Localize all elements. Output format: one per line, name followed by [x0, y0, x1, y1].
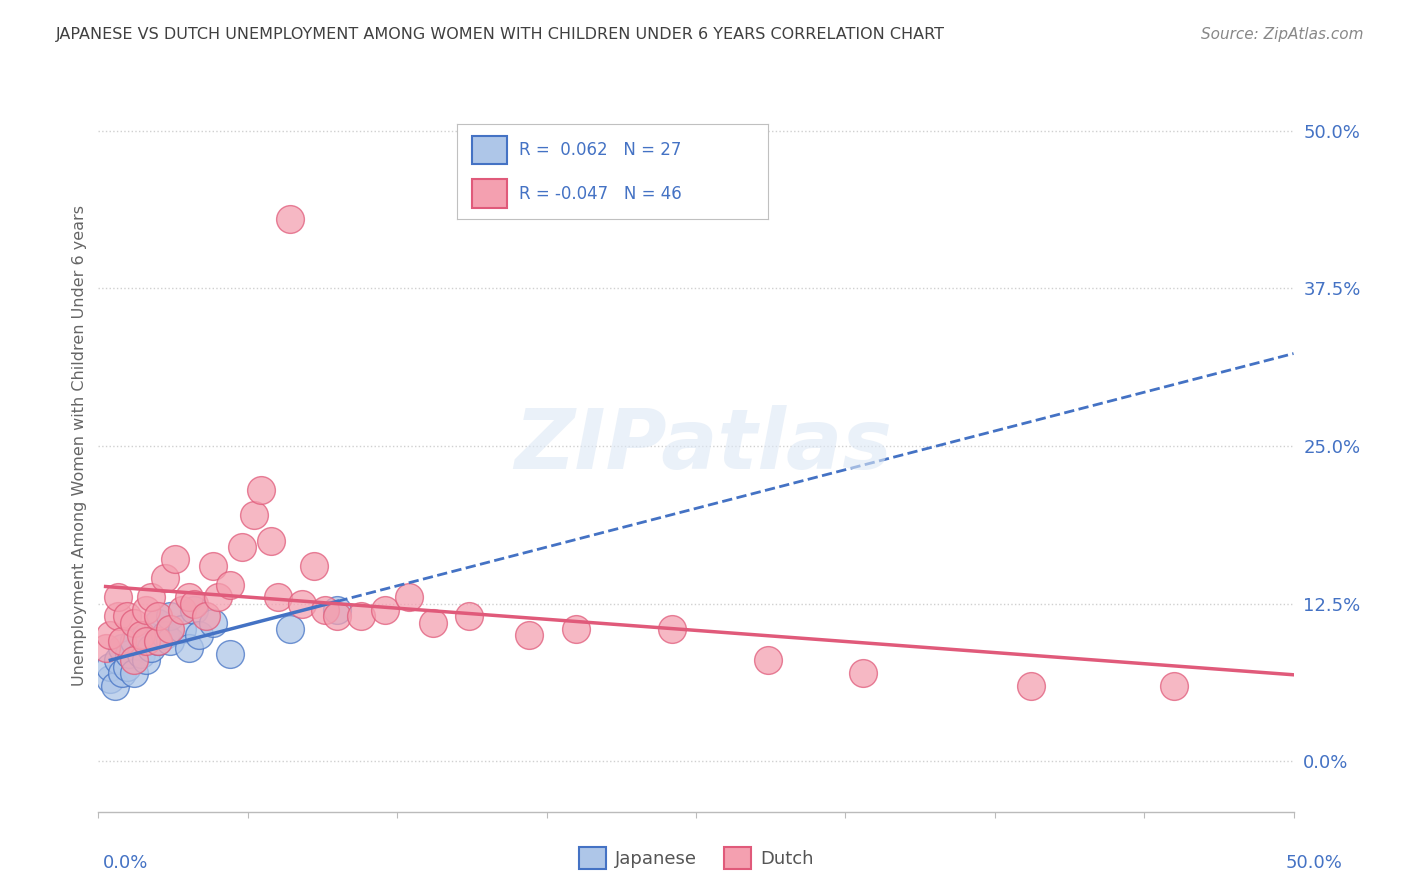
Point [155, 571, 177, 585]
Point [124, 634, 146, 648]
Point [326, 609, 349, 624]
Point [291, 597, 314, 611]
Point [115, 609, 138, 624]
Point [231, 540, 253, 554]
Point [107, 653, 129, 667]
Point [374, 603, 396, 617]
Point [107, 591, 129, 605]
Point [131, 628, 153, 642]
Point [302, 558, 325, 573]
Point [139, 591, 162, 605]
Point [458, 609, 481, 624]
Point [148, 615, 170, 630]
Point [139, 640, 162, 655]
Point [124, 665, 146, 680]
Point [278, 622, 301, 636]
Point [179, 591, 201, 605]
Point [135, 603, 157, 617]
Text: R =  0.062   N = 27: R = 0.062 N = 27 [519, 141, 682, 159]
Text: ZIPatlas: ZIPatlas [515, 406, 891, 486]
Point [183, 597, 205, 611]
Point [326, 603, 349, 617]
Point [207, 591, 229, 605]
Point [155, 628, 177, 642]
Point [148, 634, 170, 648]
Point [124, 653, 146, 667]
Point [661, 622, 683, 636]
Point [243, 508, 266, 523]
FancyBboxPatch shape [472, 136, 506, 164]
Point [148, 634, 170, 648]
Point [350, 609, 373, 624]
Point [107, 609, 129, 624]
Point [148, 609, 170, 624]
Point [159, 622, 181, 636]
Point [756, 653, 779, 667]
Point [135, 628, 157, 642]
FancyBboxPatch shape [472, 179, 506, 208]
Point [852, 665, 875, 680]
Point [135, 653, 157, 667]
Point [111, 634, 134, 648]
Point [1163, 679, 1185, 693]
Point [131, 647, 153, 661]
Point [202, 558, 225, 573]
Point [219, 647, 242, 661]
Point [124, 615, 146, 630]
Point [187, 628, 209, 642]
Point [159, 609, 181, 624]
Point [98, 659, 122, 673]
Point [135, 634, 157, 648]
Point [1019, 679, 1042, 693]
Point [163, 552, 186, 566]
Point [183, 603, 205, 617]
Point [98, 673, 122, 687]
Point [259, 533, 281, 548]
Point [98, 628, 122, 642]
Point [115, 659, 138, 673]
Point [111, 640, 134, 655]
Point [278, 212, 301, 227]
Point [398, 591, 420, 605]
Point [219, 578, 242, 592]
Point [565, 622, 588, 636]
Text: JAPANESE VS DUTCH UNEMPLOYMENT AMONG WOMEN WITH CHILDREN UNDER 6 YEARS CORRELATI: JAPANESE VS DUTCH UNEMPLOYMENT AMONG WOM… [56, 27, 945, 42]
Point [172, 622, 194, 636]
Y-axis label: Unemployment Among Women with Children Under 6 years: Unemployment Among Women with Children U… [72, 205, 87, 687]
Point [250, 483, 273, 497]
Point [118, 647, 141, 661]
Point [202, 615, 225, 630]
Text: Source: ZipAtlas.com: Source: ZipAtlas.com [1201, 27, 1364, 42]
Point [315, 603, 337, 617]
Point [195, 609, 218, 624]
Point [111, 665, 134, 680]
Text: 0.0%: 0.0% [103, 855, 148, 872]
Point [104, 679, 127, 693]
Legend: Japanese, Dutch: Japanese, Dutch [571, 839, 821, 876]
Point [267, 591, 290, 605]
Text: R = -0.047   N = 46: R = -0.047 N = 46 [519, 185, 682, 202]
Text: 50.0%: 50.0% [1286, 855, 1343, 872]
Point [422, 615, 444, 630]
Point [179, 640, 201, 655]
Point [517, 628, 540, 642]
Point [94, 640, 117, 655]
Point [172, 603, 194, 617]
Point [159, 634, 181, 648]
